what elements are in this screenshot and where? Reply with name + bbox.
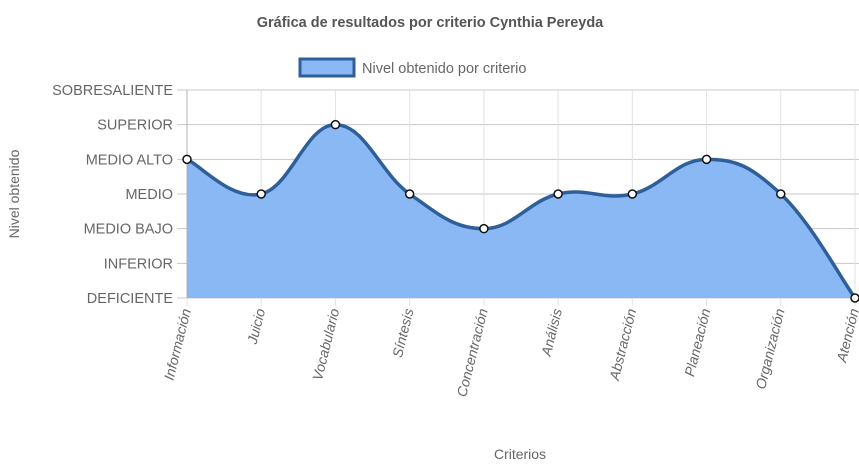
x-tick-label: Juicio <box>244 307 268 347</box>
data-point <box>479 223 489 234</box>
x-tick-label: Planeación <box>681 307 713 378</box>
data-point <box>776 189 786 199</box>
data-point <box>627 189 638 199</box>
chart-title: Gráfica de resultados por criterio Cynth… <box>257 15 604 31</box>
y-tick-label: MEDIO BAJO <box>84 222 173 238</box>
data-point <box>256 189 266 199</box>
y-tick-label: SUPERIOR <box>97 118 173 134</box>
x-tick-label: Información <box>161 307 194 382</box>
y-tick-label: MEDIO ALTO <box>86 152 173 168</box>
legend[interactable]: Nivel obtenido por criterio <box>298 57 526 78</box>
x-tick-label: Organización <box>752 307 788 391</box>
legend-label: Nivel obtenido por criterio <box>362 61 526 77</box>
x-tick-label: Síntesis <box>389 307 417 359</box>
data-point <box>182 154 192 165</box>
x-tick-label: Atención <box>833 307 859 365</box>
x-tick-label: Análisis <box>538 307 565 359</box>
x-axis-title: Criterios <box>494 446 546 462</box>
y-tick-label: SOBRESALIENTE <box>52 83 173 99</box>
data-point <box>850 293 859 303</box>
x-tick-label: Vocabulario <box>309 307 342 382</box>
y-tick-label: INFERIOR <box>104 256 173 272</box>
data-point <box>553 189 563 199</box>
y-tick-label: MEDIO <box>125 187 173 203</box>
data-point <box>701 154 712 165</box>
x-axis-ticks: Información Juicio Vocabulario Síntesis Conc… <box>161 307 859 399</box>
y-axis-ticks: DEFICIENTE INFERIOR MEDIO BAJO MEDIO MEDIO A… <box>52 83 173 307</box>
x-tick-label: Abstracción <box>606 307 640 383</box>
legend-swatch <box>298 57 356 78</box>
data-point <box>404 189 415 199</box>
data-point <box>330 119 341 130</box>
series-line <box>186 122 857 300</box>
x-tick-label: Concentración <box>453 307 490 399</box>
y-axis-title: Nivel obtenido <box>6 149 22 238</box>
y-tick-label: DEFICIENTE <box>87 291 174 307</box>
series-area <box>187 124 855 298</box>
data-points <box>182 119 859 303</box>
